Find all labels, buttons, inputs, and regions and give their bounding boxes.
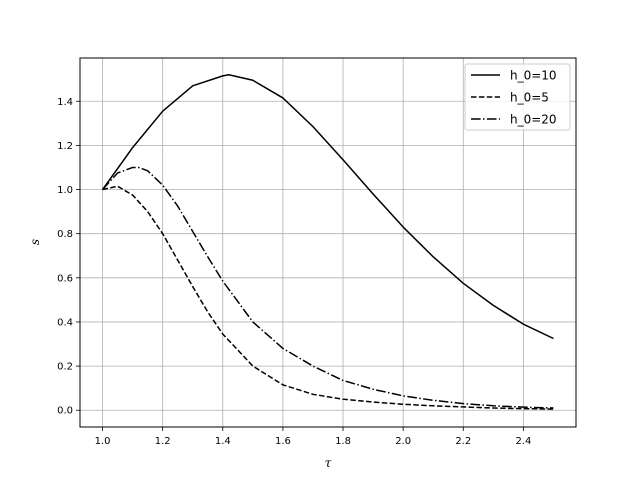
series-line-3 bbox=[101, 166, 554, 409]
legend-box bbox=[464, 63, 571, 131]
x-tick-label: 1.0 bbox=[95, 436, 111, 447]
plot-frame bbox=[79, 57, 577, 428]
x-tick-label: 1.8 bbox=[335, 436, 351, 447]
x-tick-label: 2.2 bbox=[455, 436, 471, 447]
legend: h_0=10 h_0=5 h_0=20 bbox=[464, 63, 571, 131]
legend-label-1: h_0=10 bbox=[510, 69, 557, 83]
y-axis-label: s bbox=[28, 239, 42, 245]
y-tick-label: 1.0 bbox=[57, 185, 73, 196]
x-axis: 1.0 1.2 1.4 1.6 1.8 2.0 2.2 2.4 bbox=[95, 427, 531, 447]
y-tick-label: 1.4 bbox=[57, 97, 73, 108]
x-tick-label: 2.4 bbox=[515, 436, 531, 447]
y-tick-label: 0.6 bbox=[57, 273, 73, 284]
y-tick-label: 0.8 bbox=[57, 229, 73, 240]
legend-label-3: h_0=20 bbox=[510, 113, 557, 127]
series-line-1 bbox=[101, 74, 554, 340]
x-axis-label: τ bbox=[325, 456, 332, 470]
x-tick-label: 1.6 bbox=[275, 436, 291, 447]
x-tick-label: 1.4 bbox=[215, 436, 231, 447]
y-axis: 0.0 0.2 0.4 0.6 0.8 1.0 1.2 1.4 bbox=[57, 97, 80, 417]
y-tick-label: 0.4 bbox=[57, 317, 73, 328]
x-tick-label: 2.0 bbox=[395, 436, 411, 447]
series-line-2 bbox=[102, 185, 554, 410]
x-tick-label: 1.2 bbox=[155, 436, 171, 447]
y-tick-label: 1.2 bbox=[57, 141, 73, 152]
legend-label-2: h_0=5 bbox=[510, 91, 549, 105]
y-tick-label: 0.0 bbox=[57, 406, 73, 417]
series-layer bbox=[101, 74, 554, 410]
y-tick-label: 0.2 bbox=[57, 362, 73, 373]
